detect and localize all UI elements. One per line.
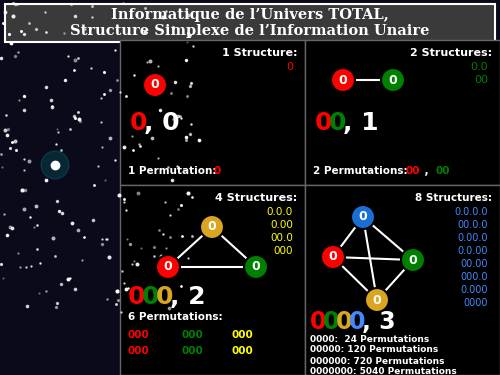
Text: ,: , [421, 166, 428, 176]
Text: 0: 0 [252, 261, 260, 273]
Text: 0: 0 [323, 310, 340, 334]
Text: 0: 0 [408, 254, 418, 267]
Text: 0.0.00: 0.0.00 [458, 246, 488, 256]
Text: 000: 000 [232, 330, 254, 340]
Text: 0.00: 0.00 [270, 220, 293, 230]
Text: 000: 000 [182, 346, 204, 356]
Text: 000: 000 [232, 346, 254, 356]
Text: 00.00: 00.00 [460, 259, 488, 269]
Text: 0: 0 [372, 294, 382, 306]
Text: , 1: , 1 [343, 111, 378, 135]
FancyBboxPatch shape [120, 185, 305, 375]
FancyBboxPatch shape [305, 40, 500, 185]
Circle shape [41, 151, 69, 179]
Text: 0.0.0.0: 0.0.0.0 [454, 207, 488, 217]
Text: 000: 000 [128, 330, 150, 340]
Text: 0: 0 [286, 62, 293, 72]
FancyBboxPatch shape [5, 4, 495, 42]
Ellipse shape [200, 215, 224, 239]
Ellipse shape [321, 245, 345, 269]
Text: 00: 00 [435, 166, 450, 176]
Text: 1 Permutation:: 1 Permutation: [128, 166, 216, 176]
Text: 0.00.0: 0.00.0 [458, 233, 488, 243]
Text: 000: 000 [182, 330, 204, 340]
Text: Informatique de l’Univers TOTAL,: Informatique de l’Univers TOTAL, [111, 8, 389, 22]
Ellipse shape [351, 205, 375, 229]
Ellipse shape [244, 255, 268, 279]
Text: 4 Structures:: 4 Structures: [215, 193, 297, 203]
Text: 0: 0 [214, 166, 221, 176]
Text: 00.0: 00.0 [270, 233, 293, 243]
Ellipse shape [156, 255, 180, 279]
Text: 0: 0 [142, 285, 160, 309]
Text: 0: 0 [358, 210, 368, 224]
Text: 0000:  24 Permutations: 0000: 24 Permutations [310, 334, 429, 344]
Text: 00.0.0: 00.0.0 [458, 220, 488, 230]
Text: 0: 0 [310, 310, 326, 334]
Ellipse shape [143, 73, 167, 97]
Text: 0: 0 [349, 310, 366, 334]
Text: 0: 0 [315, 111, 332, 135]
Text: 2 Permutations:: 2 Permutations: [313, 166, 408, 176]
FancyBboxPatch shape [305, 185, 500, 375]
Ellipse shape [401, 248, 425, 272]
Text: 000: 000 [274, 246, 293, 256]
Text: 00: 00 [474, 75, 488, 85]
Text: 8 Structures:: 8 Structures: [415, 193, 492, 203]
Text: 0: 0 [128, 285, 146, 309]
Text: Structure Simplexe de l’Information Unaire: Structure Simplexe de l’Information Unai… [70, 24, 430, 38]
Ellipse shape [331, 68, 355, 92]
Text: 0: 0 [164, 261, 172, 273]
Ellipse shape [381, 68, 405, 92]
Text: 2 Structures:: 2 Structures: [410, 48, 492, 58]
Text: 0: 0 [388, 74, 398, 87]
Text: 0.0.0: 0.0.0 [267, 207, 293, 217]
Text: 00: 00 [405, 166, 419, 176]
Text: 0000000: 5040 Permutations: 0000000: 5040 Permutations [310, 368, 457, 375]
Text: 0.0: 0.0 [470, 62, 488, 72]
Text: 000000: 720 Permutations: 000000: 720 Permutations [310, 357, 444, 366]
Text: 1 Structure:: 1 Structure: [222, 48, 297, 58]
Text: 000: 000 [128, 346, 150, 356]
Text: 000.0: 000.0 [460, 272, 488, 282]
Text: 0: 0 [208, 220, 216, 234]
Text: 00000: 120 Permutations: 00000: 120 Permutations [310, 345, 438, 354]
Text: , 0: , 0 [144, 111, 180, 135]
Text: 0: 0 [130, 111, 148, 135]
Text: 0000: 0000 [464, 298, 488, 308]
Text: 6 Permutations:: 6 Permutations: [128, 312, 222, 322]
Text: 0: 0 [338, 74, 347, 87]
Text: 0.000: 0.000 [460, 285, 488, 295]
Text: , 2: , 2 [170, 285, 205, 309]
Text: 0: 0 [328, 251, 338, 264]
FancyBboxPatch shape [120, 40, 305, 185]
Text: , 3: , 3 [362, 310, 396, 334]
Text: 0: 0 [336, 310, 352, 334]
Text: 0: 0 [156, 285, 174, 309]
Ellipse shape [365, 288, 389, 312]
Text: 0: 0 [150, 78, 160, 92]
Text: 0: 0 [329, 111, 346, 135]
